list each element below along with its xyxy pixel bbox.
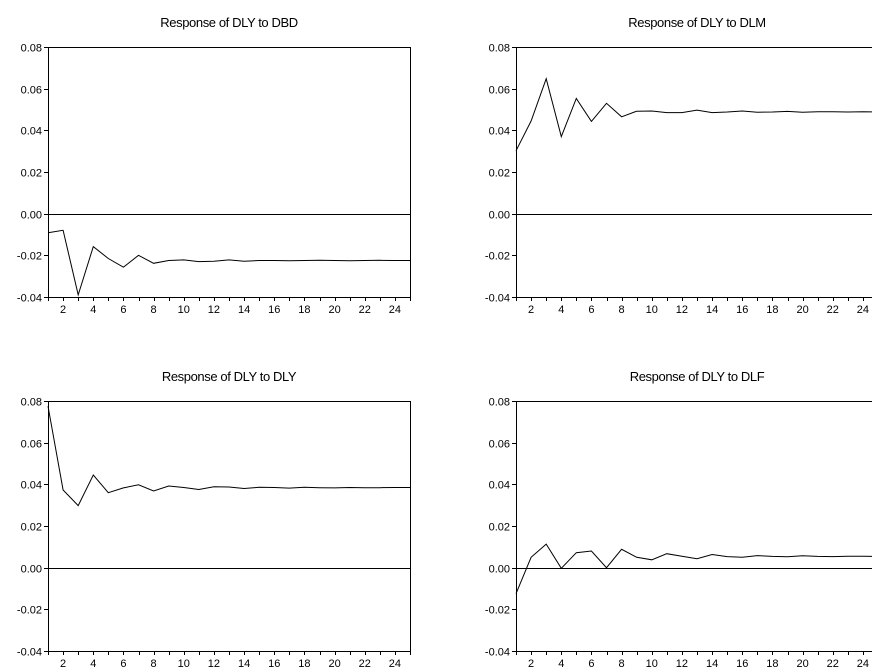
chart-1-title: Response of DLY to DBD [160,15,297,30]
chart-1-y-tick-label: 0.06 [21,85,42,97]
chart-3-y-tick-label: -0.04 [17,647,42,659]
chart-1-y-tick-label: 0.04 [21,126,42,138]
chart-2-x-tick-label: 22 [827,304,839,316]
chart-2-series-line [515,77,872,152]
chart-4-y-tick-label: -0.04 [485,647,510,659]
chart-3-x-tick-label: 6 [120,658,126,670]
chart-4-title: Response of DLY to DLF [630,369,765,384]
chart-4-y-tick-label: 0.00 [489,564,510,576]
chart-3-x-tick-label: 12 [208,658,220,670]
chart-1-x-tick-label: 24 [389,304,401,316]
chart-1-y-tick-label: -0.02 [17,251,42,263]
chart-4-y-tick-label: 0.08 [489,397,510,409]
chart-2-panel: Response of DLY to DLM -0.04 -0.02 0.00 0.02… [485,15,872,316]
chart-4-x-tick-label: 8 [619,658,625,670]
chart-4-x-tick-label: 14 [706,658,718,670]
chart-4-x-tick-label: 22 [827,658,839,670]
chart-3-y-tick-label: 0.02 [21,522,42,534]
chart-4-x-tick-label: 18 [766,658,778,670]
chart-2-y-tick-label: 0.02 [489,168,510,180]
chart-2-x-tick-label: 20 [796,304,808,316]
chart-2-y-tick-label: 0.00 [489,210,510,222]
chart-2-y-tick-label: -0.02 [485,251,510,263]
chart-1-x-tick-label: 4 [90,304,96,316]
chart-1-x-tick-label: 16 [268,304,280,316]
chart-4-x-tick-label: 4 [558,658,564,670]
chart-3-y-tick-label: 0.00 [21,564,42,576]
chart-3-x-tick-label: 8 [151,658,157,670]
chart-2-x-tick-label: 4 [558,304,564,316]
chart-2-y-tick-label: -0.04 [485,293,510,305]
chart-1-y-tick-label: 0.08 [21,43,42,55]
chart-1-x-tick-label: 18 [298,304,310,316]
chart-1-series-line [47,229,410,297]
chart-4-x-tick-label: 16 [736,658,748,670]
chart-1-panel: Response of DLY to DBD -0.04 -0.02 0.00 0.02… [17,15,411,316]
chart-2-title: Response of DLY to DLM [628,15,765,30]
chart-1-x-tick-label: 10 [178,304,190,316]
chart-1-x-tick-label: 14 [238,304,250,316]
chart-3-x-tick-label: 24 [389,658,401,670]
chart-3-y-tick-label: -0.02 [17,605,42,617]
chart-4-series-line [515,543,872,594]
chart-3-title: Response of DLY to DLY [162,369,297,384]
chart-2-x-tick-label: 6 [588,304,594,316]
chart-2-plot-frame [516,47,872,298]
chart-4-x-tick-label: 6 [588,658,594,670]
chart-3-x-tick-label: 2 [60,658,66,670]
chart-2-y-tick-label: 0.08 [489,43,510,55]
chart-4-y-tick-label: 0.06 [489,439,510,451]
chart-3-x-tick-label: 18 [298,658,310,670]
chart-1-x-tick-label: 2 [60,304,66,316]
chart-1-y-tick-label: -0.04 [17,293,42,305]
chart-4-x-tick-label: 10 [646,658,658,670]
chart-1-y-tick-label: 0.02 [21,168,42,180]
chart-2-x-tick-label: 18 [766,304,778,316]
chart-2-x-tick-label: 8 [619,304,625,316]
chart-1-x-tick-label: 20 [328,304,340,316]
chart-3-y-tick-label: 0.04 [21,480,42,492]
chart-3-panel: Response of DLY to DLY -0.04 -0.02 0.00 0.02… [17,369,411,670]
chart-4-plot-frame [516,401,872,652]
chart-3-series-line [47,406,410,507]
chart-4-x-tick-label: 2 [528,658,534,670]
chart-3-plot-frame [48,401,411,652]
chart-3-x-tick-label: 16 [268,658,280,670]
chart-4-y-tick-label: 0.02 [489,522,510,534]
chart-1-y-tick-label: 0.00 [21,210,42,222]
chart-2-x-tick-label: 14 [706,304,718,316]
chart-4-y-tick-label: -0.02 [485,605,510,617]
chart-3-x-tick-label: 10 [178,658,190,670]
chart-1-x-tick-label: 8 [151,304,157,316]
chart-3-x-tick-label: 22 [359,658,371,670]
chart-2-x-tick-label: 10 [646,304,658,316]
chart-3-y-tick-label: 0.08 [21,397,42,409]
chart-3-y-tick-label: 0.06 [21,439,42,451]
chart-2-x-tick-label: 24 [857,304,869,316]
chart-1-x-tick-label: 12 [208,304,220,316]
chart-4-x-tick-label: 12 [676,658,688,670]
chart-4-x-tick-label: 20 [796,658,808,670]
chart-4-x-tick-label: 24 [857,658,869,670]
chart-1-x-tick-label: 22 [359,304,371,316]
chart-3-x-tick-label: 4 [90,658,96,670]
chart-3-x-tick-label: 20 [328,658,340,670]
chart-2-y-tick-label: 0.04 [489,126,510,138]
chart-4-panel: Response of DLY to DLF -0.04 -0.02 0.00 0.02… [485,369,872,670]
chart-2-x-tick-label: 12 [676,304,688,316]
chart-4-y-tick-label: 0.04 [489,480,510,492]
chart-1-x-tick-label: 6 [120,304,126,316]
chart-2-y-tick-label: 0.06 [489,85,510,97]
chart-2-x-tick-label: 16 [736,304,748,316]
chart-2-x-tick-label: 2 [528,304,534,316]
chart-3-x-tick-label: 14 [238,658,250,670]
